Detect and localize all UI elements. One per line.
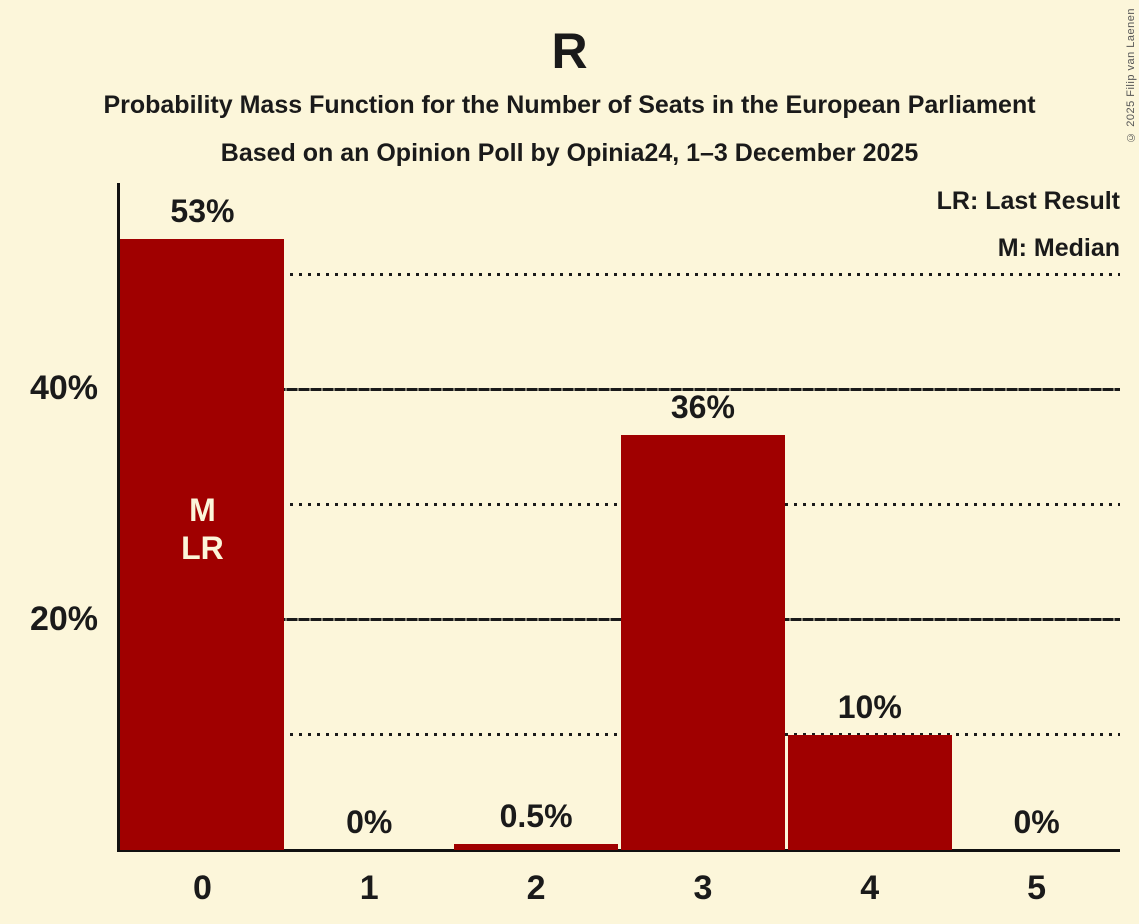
y-tick-label: 20% <box>29 599 98 638</box>
bar-annotation-median-lastresult: M LR <box>181 491 224 566</box>
bar-seats-0 <box>120 239 285 850</box>
gridline-20pct <box>119 618 1120 622</box>
x-tick-label: 5 <box>1027 869 1047 907</box>
legend-last-result: LR: Last Result <box>936 187 1120 215</box>
chart-source-line: Based on an Opinion Poll by Opinia24, 1–… <box>220 139 919 167</box>
plot-area: 20% 40% 53% 0 M LR 0% 1 0.5% 2 36% 3 10% 4 0% 5 <box>30 183 1120 907</box>
x-tick-label: 4 <box>860 869 880 907</box>
chart-title: R <box>551 23 588 79</box>
copyright-note: © 2025 Filip van Laenen <box>1125 8 1137 143</box>
bar-seats-2 <box>454 844 619 850</box>
y-axis-line <box>117 183 120 850</box>
legend-median: M: Median <box>997 234 1120 262</box>
bar-value-label: 36% <box>670 389 735 426</box>
bar-value-label: 0.5% <box>499 798 573 835</box>
x-tick-label: 3 <box>693 869 713 907</box>
bar-value-label: 0% <box>346 804 393 840</box>
gridline-50pct <box>119 272 1120 276</box>
x-tick-label: 0 <box>192 869 212 907</box>
y-tick-label: 40% <box>29 369 98 408</box>
x-tick-label: 2 <box>526 869 546 907</box>
bar-value-label: 0% <box>1013 804 1060 840</box>
bar-seats-3 <box>620 435 785 850</box>
x-tick-label: 1 <box>359 869 379 907</box>
x-axis-line <box>117 849 1120 852</box>
gridline-30pct <box>119 502 1120 506</box>
bar-value-label: 53% <box>170 193 235 230</box>
gridline-40pct <box>119 387 1120 391</box>
chart-subtitle: Probability Mass Function for the Number… <box>103 91 1036 119</box>
gridline-10pct <box>119 733 1120 737</box>
bar-value-label: 10% <box>837 688 902 725</box>
bar-seats-4 <box>787 734 952 850</box>
